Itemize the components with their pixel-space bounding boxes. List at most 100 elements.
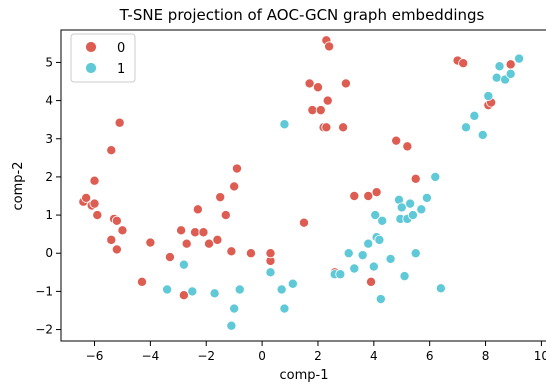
legend-marker-0 [85,41,97,53]
data-point-series-0 [178,290,189,301]
data-point-series-0 [81,192,92,203]
legend-label-1: 1 [117,62,125,77]
data-point-series-0 [164,252,175,263]
data-point-series-1 [491,72,502,83]
data-point-series-0 [231,163,242,174]
x-tick-label: −6 [86,349,104,363]
data-point-series-0 [505,59,516,70]
data-point-series-0 [215,192,226,203]
data-point-series-1 [368,261,379,272]
data-point-series-0 [298,217,309,228]
x-tick-label: 0 [258,349,266,363]
plot-area [61,30,546,341]
data-point-series-1 [265,267,276,278]
data-point-series-1 [357,250,368,261]
legend-marker-1 [85,62,97,74]
data-point-series-0 [192,204,203,215]
data-point-series-0 [136,276,147,287]
data-point-series-1 [483,91,494,102]
y-tick-label: 3 [45,132,53,146]
data-point-series-0 [312,82,323,93]
data-point-series-1 [370,210,381,221]
data-point-series-1 [435,283,446,294]
data-point-series-1 [276,284,287,295]
data-point-series-1 [494,61,505,72]
data-point-series-0 [117,225,128,236]
data-point-series-1 [377,215,388,226]
data-point-series-0 [111,215,122,226]
data-point-series-0 [220,210,231,221]
legend-box [70,33,136,83]
data-point-series-0 [324,41,335,52]
data-point-series-1 [279,119,290,130]
data-point-series-0 [315,105,326,116]
data-point-series-1 [421,192,432,203]
y-tick-label: 2 [45,170,53,184]
data-point-series-0 [114,117,125,128]
data-point-series-1 [287,278,298,289]
data-point-series-1 [396,202,407,213]
data-point-series-1 [405,198,416,209]
data-point-series-0 [321,122,332,133]
data-point-series-0 [410,173,421,184]
y-tick-label: 0 [45,246,53,260]
data-point-series-0 [366,276,377,287]
data-point-series-1 [162,284,173,295]
y-axis: −2 −1 0 1 2 3 4 5 [35,55,61,337]
data-point-series-0 [349,190,360,201]
data-point-series-0 [304,78,315,89]
data-point-series-1 [343,248,354,259]
data-point-series-0 [111,244,122,255]
data-point-series-0 [322,95,333,106]
x-axis: −6 −4 −2 0 2 4 6 8 10 [86,341,546,363]
data-point-series-1 [374,234,385,245]
data-point-series-1 [385,253,396,264]
data-point-series-1 [349,263,360,274]
data-point-series-1 [407,210,418,221]
y-tick-label: −1 [35,284,53,298]
data-point-series-1 [460,122,471,133]
data-point-series-0 [190,227,201,238]
data-point-series-1 [514,53,525,64]
x-tick-label: −2 [197,349,215,363]
y-tick-label: 1 [45,208,53,222]
data-point-series-1 [229,303,240,314]
data-point-series-0 [402,141,413,152]
data-point-series-1 [375,294,386,305]
data-point-series-0 [176,225,187,236]
legend-label-0: 0 [117,41,125,56]
data-point-series-1 [279,303,290,314]
data-point-series-0 [371,187,382,198]
data-point-series-0 [89,175,100,186]
data-point-series-0 [198,227,209,238]
data-point-series-1 [209,288,220,299]
y-tick-label: 4 [45,94,53,108]
points-layer [78,35,525,331]
legend: 0 1 [70,33,136,83]
data-point-series-1 [410,248,421,259]
data-point-series-0 [89,198,100,209]
chart-title: T-SNE projection of AOC-GCN graph embedd… [119,6,485,24]
data-point-series-0 [106,234,117,245]
data-point-series-0 [245,248,256,259]
x-tick-label: 8 [482,349,490,363]
data-point-series-0 [265,248,276,259]
x-tick-label: 10 [534,349,546,363]
plot-frame [60,29,546,342]
data-point-series-1 [399,271,410,282]
data-point-series-1 [477,129,488,140]
data-point-series-0 [307,105,318,116]
data-point-series-0 [181,238,192,249]
x-tick-label: −4 [142,349,160,363]
data-point-series-1 [178,259,189,270]
data-point-series-1 [226,320,237,331]
data-point-series-1 [363,238,374,249]
x-tick-label: 6 [426,349,434,363]
data-point-series-0 [229,181,240,192]
y-axis-label: comp-2 [11,162,26,211]
data-point-series-0 [204,238,215,249]
data-point-series-0 [92,210,103,221]
x-axis-label: comp-1 [280,368,329,383]
data-point-series-0 [458,58,469,69]
